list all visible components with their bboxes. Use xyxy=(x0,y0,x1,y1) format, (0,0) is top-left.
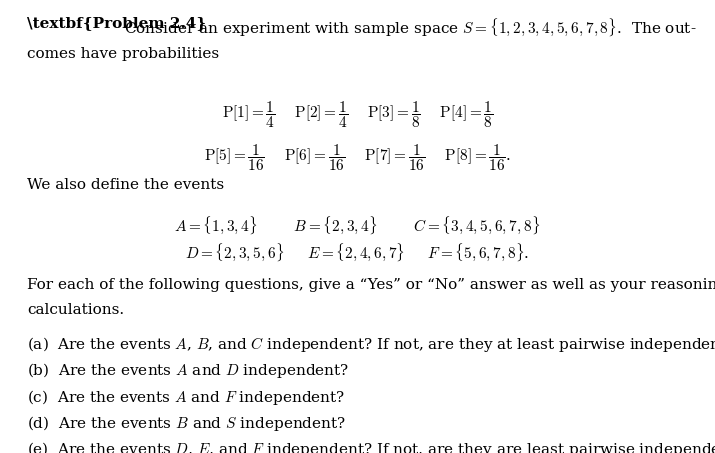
Text: calculations.: calculations. xyxy=(27,303,124,317)
Text: (d)  Are the events $B$ and $S$ independent?: (d) Are the events $B$ and $S$ independe… xyxy=(27,414,346,433)
Text: $\mathrm{P}[5] = \dfrac{1}{16}$    $\mathrm{P}[6] = \dfrac{1}{16}$    $\mathrm{P: $\mathrm{P}[5] = \dfrac{1}{16}$ $\mathrm… xyxy=(204,142,511,173)
Text: comes have probabilities: comes have probabilities xyxy=(27,47,220,61)
Text: $A = \{1,3,4\}$ $\qquad$ $B = \{2,3,4\}$ $\qquad$ $C = \{3,4,5,6,7,8\}$: $A = \{1,3,4\}$ $\qquad$ $B = \{2,3,4\}$… xyxy=(174,214,541,236)
Text: \textbf{Problem 2.4}: \textbf{Problem 2.4} xyxy=(27,16,207,30)
Text: $\mathrm{P}[1] = \dfrac{1}{4}$    $\mathrm{P}[2] = \dfrac{1}{4}$    $\mathrm{P}[: $\mathrm{P}[1] = \dfrac{1}{4}$ $\mathrm{… xyxy=(222,99,493,130)
Text: (c)  Are the events $A$ and $F$ independent?: (c) Are the events $A$ and $F$ independe… xyxy=(27,388,345,407)
Text: (a)  Are the events $A$, $B$, and $C$ independent? If not, are they at least pai: (a) Are the events $A$, $B$, and $C$ ind… xyxy=(27,335,715,354)
Text: (b)  Are the events $A$ and $D$ independent?: (b) Are the events $A$ and $D$ independe… xyxy=(27,361,350,381)
Text: For each of the following questions, give a “Yes” or “No” answer as well as your: For each of the following questions, giv… xyxy=(27,278,715,292)
Text: We also define the events: We also define the events xyxy=(27,178,225,192)
Text: Consider an experiment with sample space $S = \{1,2,3,4,5,6,7,8\}$.  The out-: Consider an experiment with sample space… xyxy=(124,16,696,38)
Text: $D = \{2,3,5,6\}$ $\quad$ $E = \{2,4,6,7\}$ $\quad$ $F = \{5,6,7,8\}$.: $D = \{2,3,5,6\}$ $\quad$ $E = \{2,4,6,7… xyxy=(185,241,530,263)
Text: (e)  Are the events $D$, $E$, and $F$ independent? If not, are they are least pa: (e) Are the events $D$, $E$, and $F$ ind… xyxy=(27,440,715,453)
